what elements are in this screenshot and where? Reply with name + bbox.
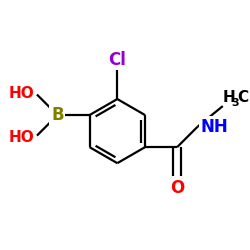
Text: HO: HO [8, 130, 34, 144]
Text: HO: HO [8, 86, 34, 100]
Text: B: B [51, 106, 64, 124]
Text: C: C [237, 90, 248, 104]
Text: 3: 3 [232, 98, 239, 108]
Text: Cl: Cl [108, 50, 126, 68]
Text: H: H [223, 90, 235, 104]
Text: NH: NH [201, 118, 228, 136]
Text: O: O [170, 179, 184, 197]
